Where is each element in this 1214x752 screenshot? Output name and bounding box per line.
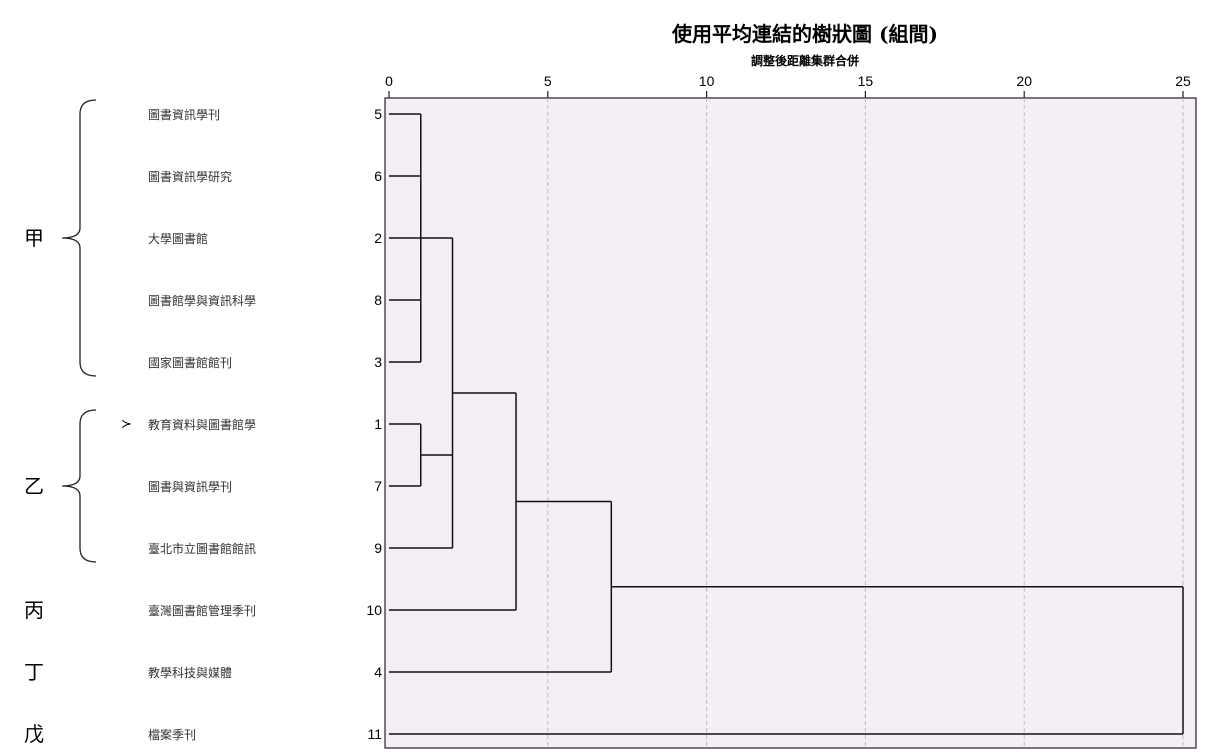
chart-title: 使用平均連結的樹狀圖 (組間) bbox=[671, 22, 938, 46]
x-tick-label: 10 bbox=[699, 73, 715, 89]
leaf-label: 教學科技與媒體 bbox=[148, 665, 232, 680]
x-tick-label: 0 bbox=[385, 73, 393, 89]
case-number: 11 bbox=[367, 726, 382, 742]
case-number: 8 bbox=[374, 292, 382, 308]
leaf-label: 圖書館學與資訊科學 bbox=[148, 293, 256, 308]
group-label: 丁 bbox=[24, 660, 44, 684]
x-tick-label: 15 bbox=[858, 73, 874, 89]
leaf-label: 臺北市立圖書館館訊 bbox=[148, 541, 256, 556]
case-number: 1 bbox=[374, 416, 382, 432]
group-brace bbox=[61, 409, 97, 563]
leaf-marker: ≻ bbox=[121, 417, 132, 432]
case-number: 3 bbox=[374, 354, 382, 370]
case-number: 6 bbox=[374, 168, 382, 184]
leaf-label: 教育資料與圖書館學 bbox=[148, 417, 256, 432]
case-number: 10 bbox=[366, 602, 382, 618]
case-number: 2 bbox=[374, 230, 382, 246]
group-label: 丙 bbox=[24, 598, 44, 622]
leaf-label: 臺灣圖書館管理季刊 bbox=[148, 603, 256, 618]
plot-area bbox=[384, 97, 1197, 749]
leaf-label: 檔案季刊 bbox=[148, 727, 196, 742]
leaf-label: 圖書資訊學刊 bbox=[148, 107, 220, 122]
x-tick-label: 20 bbox=[1016, 73, 1032, 89]
leaf-label: 國家圖書館館刊 bbox=[148, 355, 232, 370]
group-label: 戊 bbox=[24, 722, 44, 746]
group-label: 乙 bbox=[24, 474, 44, 498]
x-tick-label: 25 bbox=[1175, 73, 1191, 89]
x-tick-label: 5 bbox=[544, 73, 552, 89]
case-number: 5 bbox=[374, 106, 382, 122]
leaf-label: 圖書資訊學研究 bbox=[148, 169, 232, 184]
group-label: 甲 bbox=[24, 226, 44, 250]
leaf-label: 大學圖書館 bbox=[148, 231, 208, 246]
group-brace bbox=[61, 99, 97, 377]
case-number: 7 bbox=[374, 478, 382, 494]
x-axis-label: 調整後距離集群合併 bbox=[751, 53, 859, 68]
case-number: 9 bbox=[374, 540, 382, 556]
case-number: 4 bbox=[374, 664, 382, 680]
leaf-label: 圖書與資訊學刊 bbox=[148, 479, 232, 494]
